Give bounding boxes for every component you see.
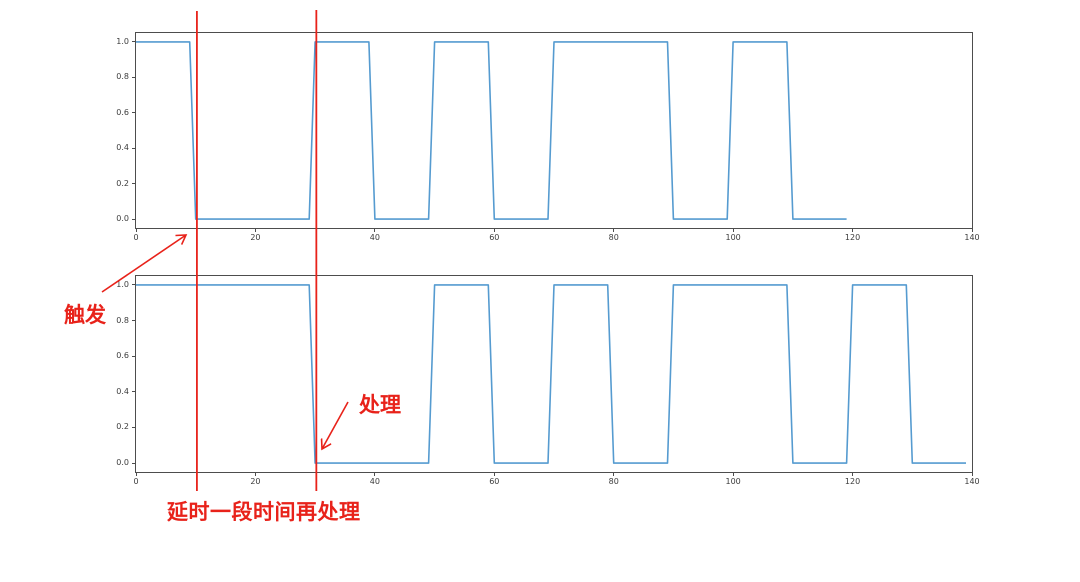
x-tick-mark bbox=[852, 228, 854, 232]
x-tick-mark bbox=[135, 472, 137, 476]
x-tick-mark bbox=[493, 228, 495, 232]
x-tick-label: 120 bbox=[844, 233, 861, 242]
x-tick-label: 20 bbox=[250, 477, 261, 486]
x-tick-label: 40 bbox=[369, 233, 380, 242]
y-tick-mark bbox=[132, 183, 136, 185]
x-tick-label: 60 bbox=[489, 233, 500, 242]
x-tick-mark bbox=[374, 472, 376, 476]
signal-line bbox=[136, 284, 966, 464]
y-tick-label: 0.6 bbox=[116, 351, 129, 361]
y-tick-mark bbox=[132, 76, 136, 78]
x-tick-label: 80 bbox=[608, 233, 619, 242]
x-tick-mark bbox=[374, 228, 376, 232]
x-tick-mark bbox=[254, 472, 256, 476]
x-tick-mark bbox=[732, 228, 734, 232]
y-tick-mark bbox=[132, 426, 136, 428]
x-tick-mark bbox=[971, 472, 973, 476]
x-tick-mark bbox=[135, 228, 137, 232]
x-tick-label: 0 bbox=[133, 477, 139, 486]
x-tick-mark bbox=[971, 228, 973, 232]
x-tick-label: 140 bbox=[964, 477, 980, 486]
y-tick-label: 0.6 bbox=[116, 107, 129, 117]
plot-area bbox=[136, 284, 966, 464]
y-tick-label: 0.8 bbox=[116, 315, 129, 325]
x-tick-label: 20 bbox=[250, 233, 261, 242]
y-tick-mark bbox=[132, 320, 136, 322]
y-tick-mark bbox=[132, 391, 136, 393]
y-tick-mark bbox=[132, 112, 136, 114]
y-tick-label: 0.4 bbox=[116, 143, 129, 153]
y-tick-label: 0.2 bbox=[116, 422, 129, 432]
process-label: 处理 bbox=[359, 393, 401, 417]
y-tick-mark bbox=[132, 462, 136, 464]
trigger-label: 触发 bbox=[64, 303, 106, 327]
x-tick-mark bbox=[493, 472, 495, 476]
y-tick-label: 0.2 bbox=[116, 178, 129, 188]
delay-note-label: 延时一段时间再处理 bbox=[167, 500, 361, 524]
x-tick-label: 80 bbox=[608, 477, 619, 486]
x-tick-mark bbox=[613, 228, 615, 232]
x-tick-label: 120 bbox=[844, 477, 861, 486]
y-tick-label: 0.4 bbox=[116, 386, 129, 396]
y-tick-label: 0.0 bbox=[116, 458, 129, 468]
x-tick-label: 100 bbox=[725, 477, 741, 486]
signal-line bbox=[136, 41, 847, 220]
x-tick-label: 0 bbox=[133, 233, 139, 242]
x-tick-label: 60 bbox=[489, 477, 500, 486]
x-tick-label: 140 bbox=[964, 233, 980, 242]
y-tick-mark bbox=[132, 147, 136, 149]
x-tick-mark bbox=[852, 472, 854, 476]
x-tick-mark bbox=[613, 472, 615, 476]
y-tick-mark bbox=[132, 355, 136, 357]
x-tick-label: 100 bbox=[725, 233, 741, 242]
plot-area bbox=[136, 41, 847, 220]
x-tick-label: 40 bbox=[369, 477, 380, 486]
y-tick-label: 1.0 bbox=[116, 279, 129, 289]
top-signal-chart: 0 20 40 60 80 100 120 140 0.0 0.2 0.4 0.6 0.8 1.0 bbox=[116, 32, 980, 242]
x-tick-mark bbox=[732, 472, 734, 476]
y-tick-label: 0.0 bbox=[116, 214, 129, 224]
x-tick-mark bbox=[254, 228, 256, 232]
y-tick-mark bbox=[132, 218, 136, 220]
y-tick-label: 0.8 bbox=[116, 72, 129, 82]
y-tick-mark bbox=[132, 284, 136, 286]
y-tick-label: 1.0 bbox=[116, 36, 129, 46]
y-tick-mark bbox=[132, 41, 136, 43]
bottom-signal-chart: 0 20 40 60 80 100 120 140 0.0 0.2 0.4 0.6 0.8 1.0 bbox=[116, 275, 980, 486]
